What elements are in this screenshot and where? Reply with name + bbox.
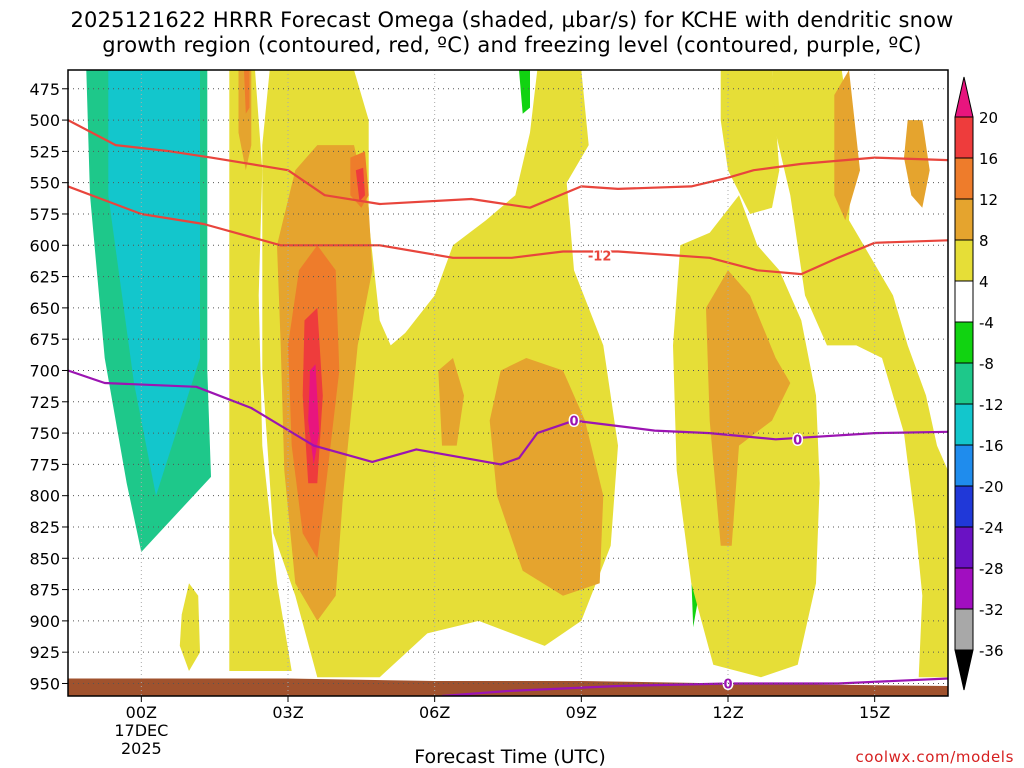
- y-tick-label-850: 850: [29, 549, 60, 568]
- y-tick-label-800: 800: [29, 487, 60, 506]
- y-tick-label-625: 625: [29, 268, 60, 287]
- y-tick-label-750: 750: [29, 424, 60, 443]
- contour-dgz-lower: [68, 185, 948, 276]
- colorbar-swatch--32_-28: [954, 567, 974, 610]
- colorbar-label-20: 20: [979, 109, 998, 127]
- y-tick-label-900: 900: [29, 612, 60, 631]
- omega-region-dark-orange-top-left: [244, 70, 250, 114]
- contour-freezing-level-surface: [441, 677, 948, 696]
- x-tick-label-12Z: 12Z: [712, 703, 743, 722]
- contour-label-dgz-lower: -12: [588, 249, 612, 264]
- y-tick-label-925: 925: [29, 643, 60, 662]
- colorbar-label-4: 4: [979, 273, 989, 291]
- colorbar-swatch--24_-20: [954, 485, 974, 528]
- contour-label-freezing-level-surface: 0: [723, 677, 732, 692]
- colorbar-label--8: -8: [979, 355, 994, 373]
- y-tick-label-725: 725: [29, 393, 60, 412]
- colorbar-label--32: -32: [979, 601, 1004, 619]
- colorbar-swatch-12_16: [954, 157, 974, 200]
- colorbar-swatch-16_20: [954, 116, 974, 159]
- contour-freezing-level: [68, 369, 948, 466]
- x-tick-label-15Z: 15Z: [859, 703, 890, 722]
- omega-region-green-blob-top-right: [519, 70, 530, 114]
- y-tick-label-525: 525: [29, 142, 60, 161]
- y-tick-label-675: 675: [29, 330, 60, 349]
- colorbar-swatch--8_-4: [954, 321, 974, 364]
- y-tick-label-475: 475: [29, 80, 60, 99]
- colorbar-label--16: -16: [979, 437, 1004, 455]
- colorbar-swatch-4_8: [954, 239, 974, 282]
- contour-label-freezing-level: 0: [793, 433, 802, 448]
- y-tick-label-775: 775: [29, 455, 60, 474]
- colorbar-swatch--16_-12: [954, 403, 974, 446]
- y-tick-label-875: 875: [29, 581, 60, 600]
- colorbar-label--12: -12: [979, 396, 1004, 414]
- y-tick-label-550: 550: [29, 174, 60, 193]
- omega-region-lift-right: [772, 70, 948, 678]
- omega-region-orange-12z: [706, 270, 791, 546]
- omega-region-lift-left: [229, 70, 292, 671]
- chart-title-line1: 2025121622 HRRR Forecast Omega (shaded, …: [70, 8, 954, 32]
- omega-region-lift-blob-small: [179, 583, 200, 671]
- colorbar-label--28: -28: [979, 560, 1004, 578]
- y-tick-label-650: 650: [29, 299, 60, 318]
- omega-region-orange-07z: [438, 358, 464, 446]
- y-tick-label-825: 825: [29, 518, 60, 537]
- colorbar-label--4: -4: [979, 314, 994, 332]
- omega-region-red-550: [355, 167, 365, 202]
- y-tick-label-575: 575: [29, 205, 60, 224]
- omega-region-pink-core: [308, 364, 320, 465]
- contour-label-freezing-level: 0: [569, 415, 578, 430]
- colorbar-bottom-arrow: [954, 649, 974, 691]
- colorbar-swatch--36_-32: [954, 608, 974, 651]
- y-axis: 475 500 525 550 575 600 625 650 675 700 725 750 775 8…: [29, 80, 68, 693]
- colorbar-swatch-8_12: [954, 198, 974, 241]
- y-tick-label-700: 700: [29, 361, 60, 380]
- colorbar-swatch--20_-16: [954, 444, 974, 487]
- colorbar-label-16: 16: [979, 150, 998, 168]
- x-tick-label-03Z: 03Z: [272, 703, 303, 722]
- x-tick-label-06Z: 06Z: [419, 703, 450, 722]
- grid-lines: [68, 70, 948, 696]
- colorbar-swatch--28_-24: [954, 526, 974, 569]
- omega-region-lift-right-top: [720, 70, 780, 214]
- colorbar-label--36: -36: [979, 642, 1004, 660]
- colorbar: 20 16 12 8 4 -4 -8 -12 -16 -20 -24 -28 -32 -36: [954, 76, 1004, 691]
- x-tick-label-00Z: 00Z: [126, 703, 157, 722]
- y-tick-label-950: 950: [29, 674, 60, 693]
- x-tick-year: 2025: [121, 739, 162, 758]
- x-axis-label: Forecast Time (UTC): [414, 746, 606, 768]
- colorbar-top-arrow: [954, 76, 974, 118]
- omega-region-early-descent-core: [108, 70, 200, 496]
- omega-region-orange-09z: [489, 358, 604, 596]
- y-tick-label-500: 500: [29, 111, 60, 130]
- colorbar-label-12: 12: [979, 191, 998, 209]
- y-tick-label-600: 600: [29, 236, 60, 255]
- colorbar-label--24: -24: [979, 519, 1004, 537]
- omega-region-orange-far-right: [904, 120, 930, 208]
- x-tick-label-09Z: 09Z: [566, 703, 597, 722]
- colorbar-swatch--12_-8: [954, 362, 974, 405]
- colorbar-swatch--4_4: [954, 280, 974, 323]
- contour-dgz-upper: [68, 119, 948, 209]
- colorbar-label--20: -20: [979, 478, 1004, 496]
- chart-title-line2: growth region (contoured, red, ºC) and f…: [102, 33, 922, 57]
- credit-text[interactable]: coolwx.com/models: [855, 748, 1014, 766]
- colorbar-label-8: 8: [979, 232, 989, 250]
- x-tick-date: 17DEC: [114, 721, 168, 740]
- plot-frame: [67, 69, 949, 697]
